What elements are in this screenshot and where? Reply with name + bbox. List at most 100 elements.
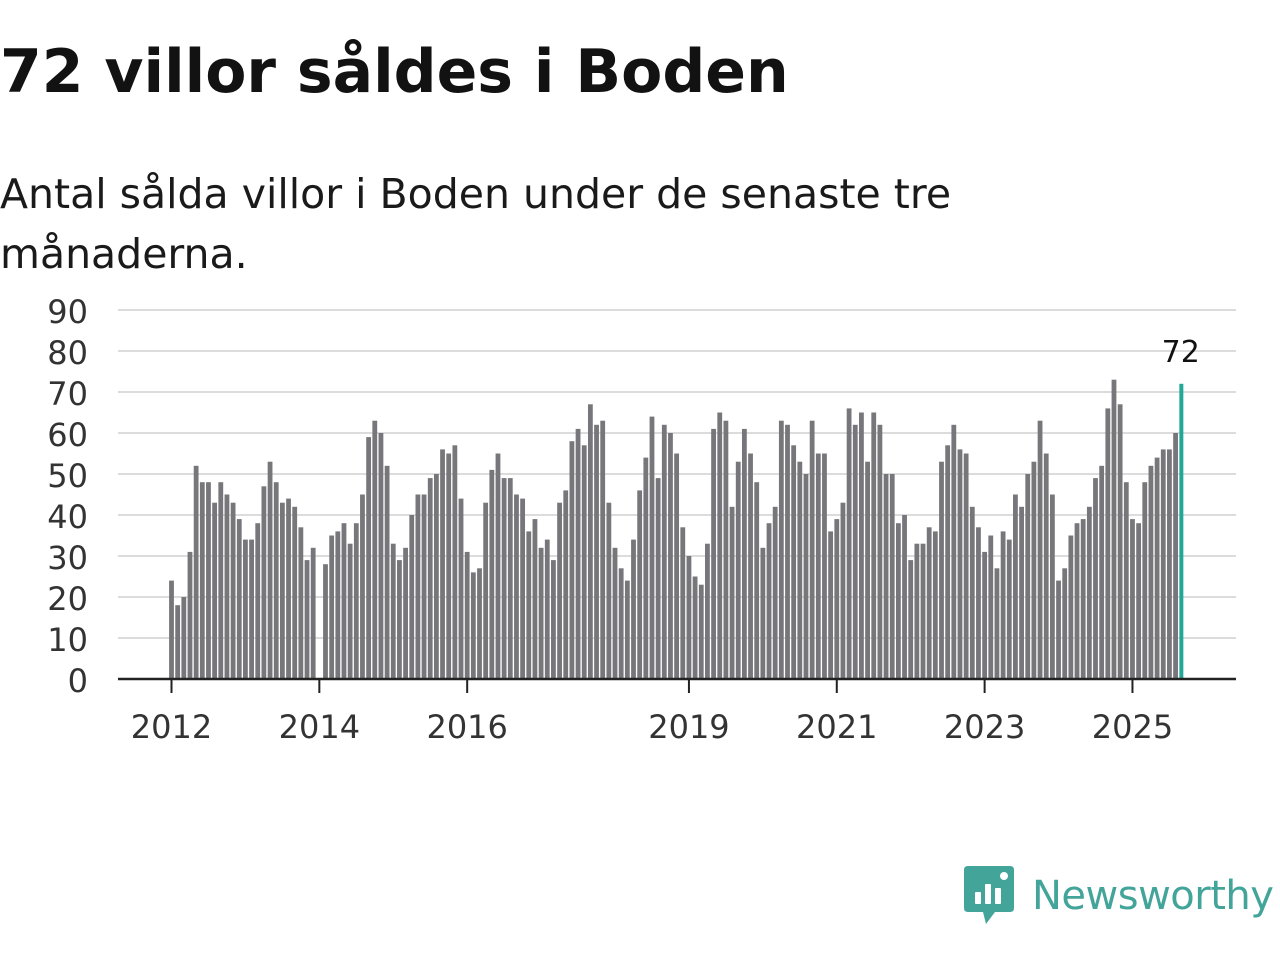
bar	[1142, 482, 1148, 679]
bar	[748, 453, 753, 679]
y-tick-label: 0	[68, 662, 88, 700]
bar	[643, 457, 649, 679]
bar	[717, 412, 723, 679]
bar	[329, 535, 335, 679]
bar	[433, 474, 439, 679]
bar	[286, 498, 291, 679]
bar	[994, 568, 1000, 679]
bar	[803, 474, 809, 679]
y-tick-label: 30	[47, 539, 88, 577]
bar	[859, 412, 864, 679]
bar	[360, 494, 365, 679]
bar	[624, 580, 630, 679]
bar	[957, 449, 963, 679]
bar	[735, 461, 741, 679]
bar	[778, 420, 784, 679]
bar	[1000, 531, 1006, 679]
bar	[464, 551, 470, 679]
bar	[692, 576, 698, 679]
bar	[341, 523, 347, 679]
bar	[877, 424, 883, 679]
bar	[920, 543, 926, 679]
bar	[304, 560, 310, 679]
bar	[544, 539, 550, 679]
annotations: 72	[1162, 335, 1200, 370]
bar	[1173, 433, 1178, 679]
bar	[976, 527, 981, 679]
bar	[846, 408, 852, 679]
bar	[871, 412, 877, 679]
bar	[199, 482, 205, 679]
bar	[883, 474, 889, 679]
bar	[939, 461, 944, 679]
bar	[495, 453, 501, 679]
bar	[581, 445, 587, 679]
bar	[563, 490, 569, 679]
bar	[310, 547, 316, 679]
bar	[988, 535, 994, 679]
bar	[292, 506, 298, 679]
bar	[261, 486, 267, 679]
chart-title: 72 villor såldes i Boden	[0, 37, 789, 107]
bar	[279, 502, 285, 679]
bar	[766, 523, 772, 679]
bar	[637, 490, 643, 679]
bar	[618, 568, 624, 679]
bar	[668, 433, 673, 679]
x-tick-label: 2016	[426, 708, 507, 746]
bar	[1160, 449, 1166, 679]
bar	[661, 424, 667, 679]
bar	[1105, 408, 1111, 679]
bar	[655, 478, 661, 679]
bar	[193, 465, 199, 679]
y-tick-label: 80	[47, 334, 88, 372]
bar	[723, 420, 729, 679]
bars	[169, 379, 1184, 679]
bar	[1099, 465, 1105, 679]
bar	[809, 420, 815, 679]
bar	[1013, 494, 1018, 679]
bar	[575, 428, 581, 679]
bar	[267, 461, 273, 679]
bar	[760, 547, 766, 679]
bar	[889, 474, 895, 679]
bar	[840, 502, 846, 679]
bar	[440, 449, 445, 679]
bar	[520, 498, 526, 679]
bar	[477, 568, 482, 679]
bar	[384, 465, 390, 679]
bar	[600, 420, 606, 679]
bar	[631, 539, 636, 679]
newsworthy-logo-icon	[964, 866, 1014, 924]
bar	[865, 461, 870, 679]
bar	[366, 437, 372, 679]
bar	[951, 424, 957, 679]
bar	[674, 453, 680, 679]
bar	[902, 515, 907, 679]
bar	[298, 527, 304, 679]
bar	[323, 564, 328, 679]
bar	[1006, 539, 1012, 679]
x-tick-label: 2014	[279, 708, 360, 746]
y-tick-label: 40	[47, 498, 88, 536]
bar	[514, 494, 519, 679]
bar	[335, 531, 341, 679]
bar	[772, 506, 778, 679]
bar	[1037, 420, 1043, 679]
y-tick-label: 60	[47, 416, 88, 454]
bar	[945, 445, 951, 679]
bar	[1111, 379, 1117, 679]
bar	[452, 445, 458, 679]
bar	[507, 478, 513, 679]
chart-subtitle: Antal sålda villor i Boden under de sena…	[0, 170, 952, 278]
bar	[612, 547, 618, 679]
bar	[347, 543, 353, 679]
bar	[181, 597, 187, 679]
x-tick-label: 2012	[131, 708, 212, 746]
bar	[526, 531, 532, 679]
newsworthy-logo[interactable]: Newsworthy	[964, 866, 1274, 926]
bar	[236, 519, 242, 679]
bar	[969, 506, 975, 679]
bar	[587, 404, 593, 679]
